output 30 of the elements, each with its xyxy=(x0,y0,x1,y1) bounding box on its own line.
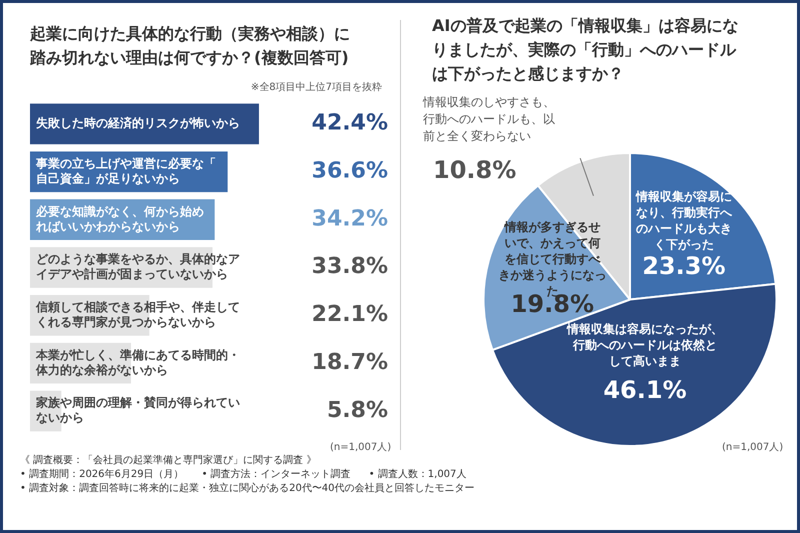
text: • 調査対象：調査回答時に将来的に起業・独立に関心がある20代〜40代の会社員と回答したモニター xyxy=(20,483,475,494)
data-label: 36.6% xyxy=(312,158,388,184)
y-tick-label: 家族や周囲の理解・賛同が得られていないから xyxy=(35,396,240,425)
slice-label: 情報収集のしやすさも、行動へのハードルも、以前と全く変わらない xyxy=(422,95,555,144)
slice-label: 情報収集は容易になったが、行動へのハードルは依然として高いまま xyxy=(566,322,723,368)
data-label: 34.2% xyxy=(312,206,388,232)
y-tick-label: 必要な知識がなく、何から始めればいいかわからないから xyxy=(35,204,204,234)
chart-title: AIの普及で起業の「情報収集」は容易になりましたが、実際の「行動」へのハードルは下がったと感じますか？ xyxy=(432,15,740,85)
y-tick-label: 事業の立ち上げや運営に必要な「自己資金」が足りないから xyxy=(35,156,216,186)
data-label: 18.7% xyxy=(312,350,388,375)
text: (n=1,007人) xyxy=(330,441,392,454)
chart-title: 起業に向けた具体的な行動（実務や相談）に踏み切れない理由は何ですか？(複数回答可) xyxy=(30,23,351,69)
data-label: 5.8% xyxy=(326,398,388,423)
text: • 調査方法：インターネット調査 xyxy=(202,469,351,480)
y-tick-label: 失敗した時の経済的リスクが怖いから xyxy=(36,116,240,130)
data-label: 46.1% xyxy=(603,376,687,404)
data-label: 33.8% xyxy=(312,254,388,280)
text: ※全8項目中上位7項目を抜粋 xyxy=(250,80,382,94)
y-tick-label: どのような事業をやるか、具体的なアイデアや計画が固まっていないから xyxy=(36,252,240,282)
text: 《 調査概要：「会社員の起業準備と専門家選び」に関する調査 》 xyxy=(20,455,316,466)
y-tick-label: 信頼して相談できる相手や、伴走してくれる専門家が見つからないから xyxy=(35,300,240,329)
data-label: 22.1% xyxy=(312,302,388,328)
y-tick-label: 本業が忙しく、準備にあてる時間的・体力的な余裕がないから xyxy=(35,348,240,377)
data-label: 23.3% xyxy=(642,252,726,280)
text: (n=1,007人) xyxy=(722,441,784,454)
text: • 調査期間：2026年6月29日（月） xyxy=(20,469,184,480)
slice-label: 情報収集が容易になり、行動実行へのハードルも大きく下がった xyxy=(634,190,733,252)
data-label: 10.8% xyxy=(433,156,516,184)
data-label: 42.4% xyxy=(312,110,388,136)
text: • 調査人数：1,007人 xyxy=(368,469,466,480)
